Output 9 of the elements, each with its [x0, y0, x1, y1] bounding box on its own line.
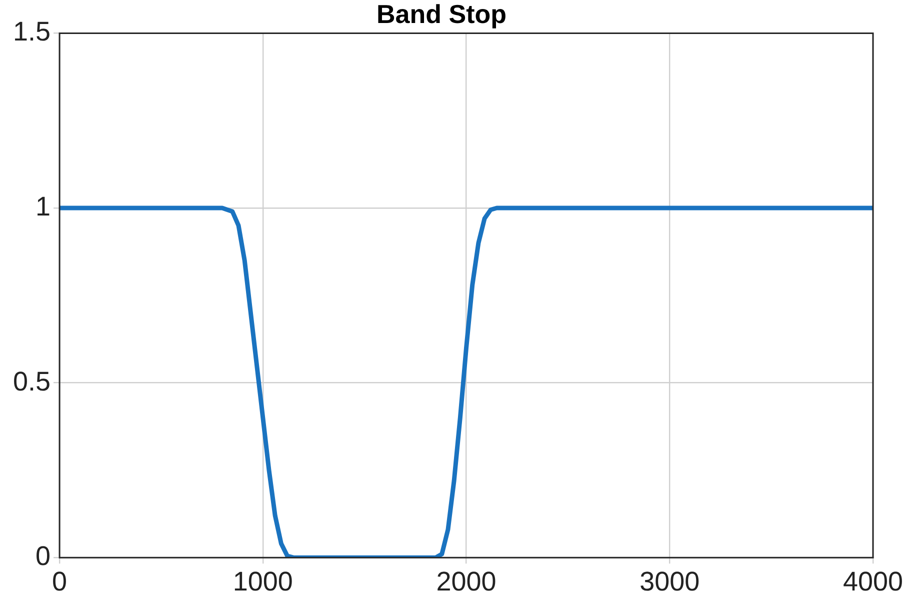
chart-title: Band Stop [376, 0, 506, 29]
y-tick-label: 1.5 [12, 16, 51, 47]
y-tick-label: 0.5 [12, 366, 51, 396]
x-tick-label: 4000 [842, 566, 904, 596]
x-tick-label: 3000 [640, 566, 700, 596]
x-tick-label: 2000 [436, 566, 496, 596]
y-tick-label: 1 [36, 191, 51, 222]
y-tick-label: 0 [36, 541, 51, 572]
x-tick-label: 1000 [232, 566, 293, 596]
